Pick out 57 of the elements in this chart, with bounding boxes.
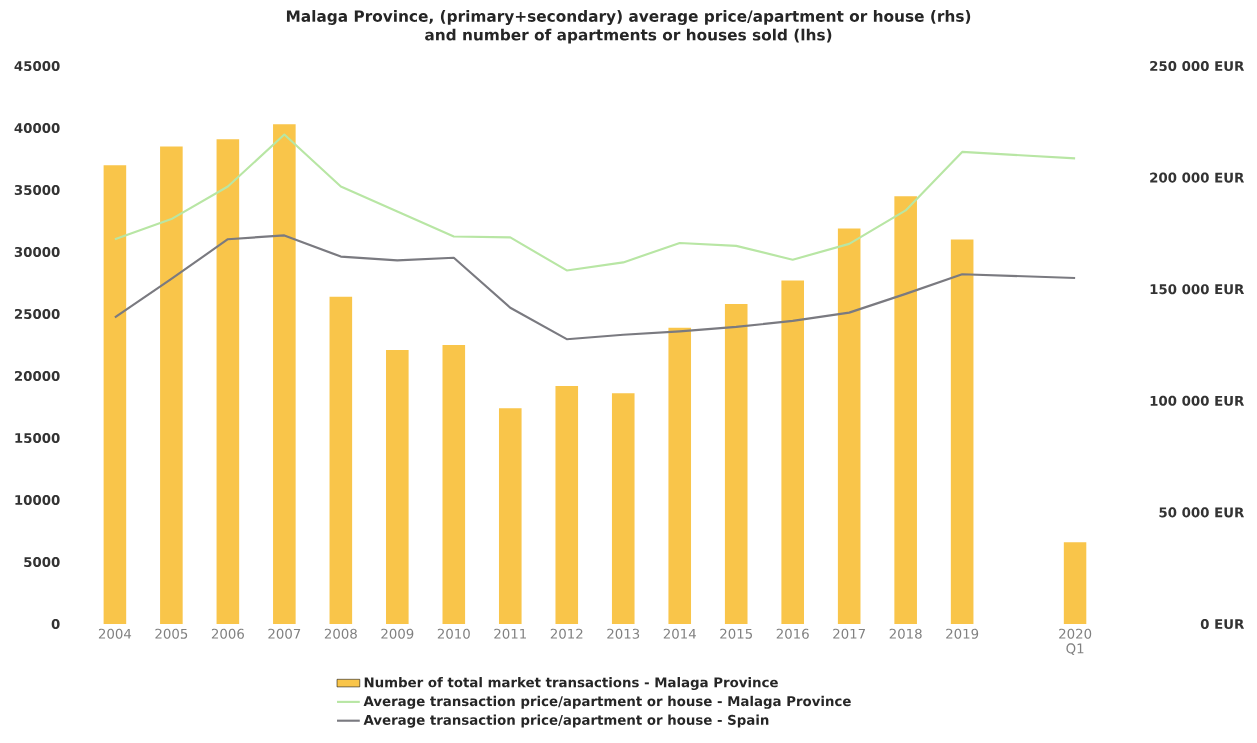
x-tick-label: 2010	[437, 628, 470, 639]
legend-label: Average transaction price/apartment or house - Malaga Province	[363, 695, 851, 709]
y-tick-label: 40000	[14, 122, 60, 134]
line-series	[113, 133, 1077, 272]
bar	[1063, 542, 1087, 624]
x-tick-label: 2012	[550, 628, 583, 639]
x-tick-label: 2015	[720, 628, 753, 639]
bar	[894, 196, 917, 624]
y-tick-label: 35000	[14, 184, 60, 196]
y-tick-label: 10000	[15, 494, 60, 506]
bar	[950, 239, 974, 624]
bar	[103, 165, 127, 624]
legend-label: Number of total market transactions - Malaga Province	[364, 677, 778, 691]
y-tick-label: 0	[51, 618, 60, 630]
y2-tick-label: 200 000 EUR	[1150, 172, 1245, 183]
x-tick-label: 2019	[946, 628, 979, 639]
bar	[498, 408, 522, 624]
y2-tick-label: 0 EUR	[1200, 618, 1245, 630]
chart-subtitle: and number of apartments or houses sold (lhs)	[425, 28, 832, 44]
bar	[668, 327, 692, 624]
bar	[724, 304, 748, 624]
bar	[273, 124, 296, 624]
bar	[216, 139, 240, 624]
line-series	[113, 234, 1077, 341]
bar	[160, 146, 183, 624]
y-tick-label: 30000	[14, 246, 60, 258]
x-tick-label: 2013	[607, 628, 640, 639]
y-tick-label: 5000	[24, 556, 60, 568]
bar	[781, 280, 804, 624]
x-tick-label: 2011	[494, 628, 527, 639]
x-tick-label: 2017	[833, 628, 865, 639]
x-tick-label: 2020 Q1	[1059, 628, 1092, 655]
y-tick-label: 15000	[15, 432, 60, 444]
bar	[837, 228, 861, 624]
x-tick-label: 2004	[98, 628, 132, 639]
x-tick-label: 2005	[155, 628, 188, 639]
y2-tick-label: 50 000 EUR	[1159, 507, 1245, 518]
x-tick-label: 2008	[324, 628, 357, 639]
y-tick-label: 45000	[14, 60, 60, 72]
chart-title: Malaga Province, (primary+secondary) average price/apartment or house (rhs)	[286, 10, 971, 25]
x-tick-label: 2014	[663, 628, 696, 639]
x-tick-label: 2018	[889, 628, 922, 639]
y2-tick-label: 150 000 EUR	[1150, 284, 1245, 295]
x-tick-label: 2007	[268, 628, 301, 639]
x-tick-label: 2016	[776, 628, 809, 639]
bar	[329, 296, 353, 624]
y2-tick-label: 250 000 EUR	[1150, 60, 1245, 72]
y-tick-label: 20000	[14, 370, 60, 382]
legend-label: Average transaction price/apartment or house - Spain	[363, 714, 769, 728]
bar	[611, 393, 635, 624]
y2-tick-label: 100 000 EUR	[1150, 395, 1245, 406]
bar	[386, 349, 409, 624]
x-tick-label: 2009	[381, 628, 414, 639]
bar	[442, 345, 466, 624]
bar	[555, 385, 579, 624]
x-tick-label: 2006	[211, 628, 244, 639]
y-tick-label: 25000	[14, 308, 60, 320]
